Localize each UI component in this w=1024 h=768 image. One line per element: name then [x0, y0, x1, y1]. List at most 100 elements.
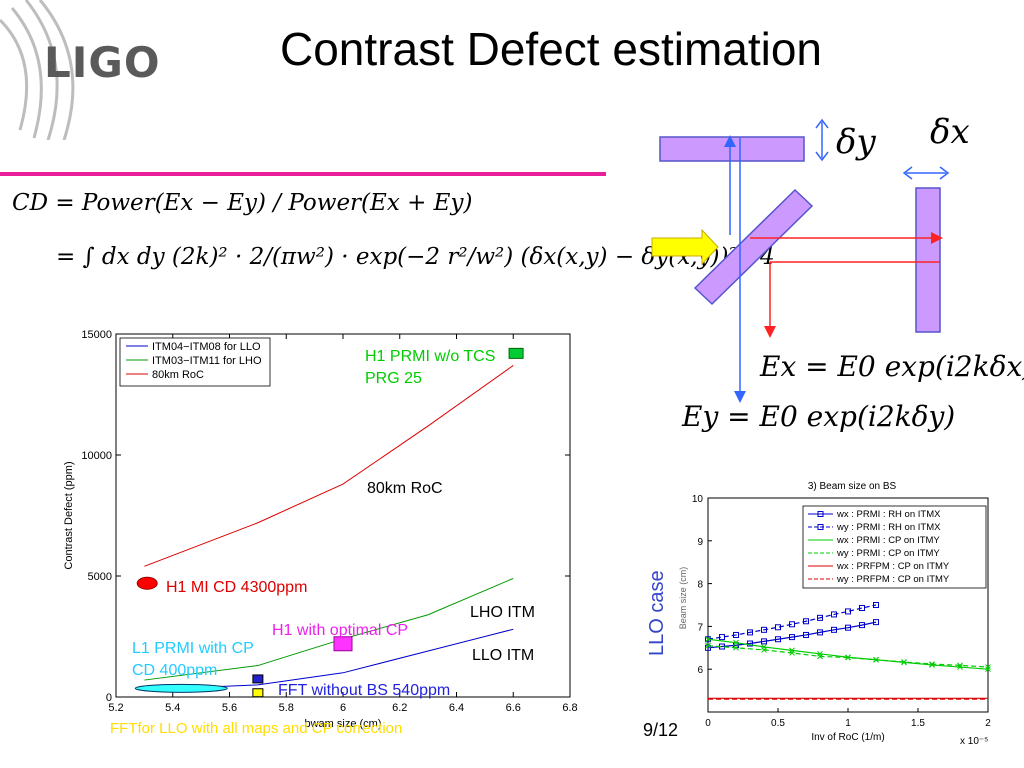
- x-tick-label: 5.6: [222, 702, 237, 714]
- label-cd-400: CD 400ppm: [132, 662, 217, 679]
- label-h1-mi: H1 MI CD 4300ppm: [166, 579, 307, 596]
- contrast-defect-chart: 5.2 5.4 5.6 5.8 6 6.2 6.4 6.6 6.8 0 5000 10000 15000…: [63, 329, 578, 737]
- beam-point: [817, 653, 823, 660]
- legend-entry-2: wy : PRFPM : CP on ITMY: [836, 574, 950, 585]
- beam-point: [817, 614, 823, 621]
- beam-point: [873, 619, 879, 626]
- beam-point: [733, 644, 739, 651]
- label-l1-prmi: L1 PRMI with CP: [132, 640, 254, 657]
- beam-point: [733, 631, 739, 638]
- marker-fft-llo: [252, 688, 264, 698]
- y-tick-label-2: 9: [697, 537, 703, 548]
- marker-h1-prmi: [508, 347, 524, 359]
- label-fft-no-bs: FFT without BS 540ppm: [278, 682, 450, 699]
- legend-entry: ITM03−ITM11 for LHO: [152, 355, 262, 367]
- cd-definition-equation: CD = Power(Ex − Ey) / Power(Ex + Ey): [12, 190, 473, 216]
- beam-point: [957, 662, 963, 669]
- legend-entry-2: wx : PRFPM : CP on ITMY: [836, 561, 950, 572]
- beam-point: [985, 664, 991, 670]
- x-tick-label-2: 0.5: [771, 718, 785, 729]
- y-tick-label: 0: [106, 692, 112, 704]
- beam-point: [817, 650, 823, 657]
- legend-marker-2: [817, 524, 824, 530]
- y-tick-label: 5000: [88, 571, 112, 583]
- beam-point: [817, 629, 823, 636]
- label-fft-llo: FFTfor LLO with all maps and CP correcti…: [110, 720, 402, 737]
- beam-point: [761, 647, 767, 653]
- x-tick-label: 5.8: [279, 702, 294, 714]
- beam-point: [775, 624, 781, 631]
- legend-entry: 80km RoC: [152, 369, 204, 381]
- legend-entry-2: wy : PRMI : RH on ITMX: [836, 522, 941, 533]
- beam-point: [761, 638, 767, 645]
- beam-point: [705, 636, 711, 643]
- ligo-logo: LIGO: [44, 38, 161, 87]
- llo-case-label: LLO case: [646, 570, 668, 656]
- marker-l1-prmi: [134, 683, 228, 693]
- x-tick-label: 6: [340, 702, 346, 714]
- ex-field-equation: Ex = E0 exp(i2kδx): [760, 350, 1024, 383]
- legend: ITM04−ITM08 for LLO ITM03−ITM11 for LHO 80…: [119, 337, 271, 387]
- delta-y-label: δy: [836, 122, 876, 162]
- beam-point: [859, 622, 865, 629]
- y-tick-label-2: 7: [697, 622, 703, 633]
- logo-arcs-icon: [0, 0, 75, 140]
- label-h1-optimal-cp: H1 with optimal CP: [272, 622, 408, 639]
- beam-point: [761, 626, 767, 633]
- beam-point: [789, 647, 795, 654]
- y-tick-label: 10000: [81, 450, 112, 462]
- marker-fft-no-bs: [252, 674, 264, 684]
- annotation-lho-itm: LHO ITM: [470, 604, 535, 621]
- y-tick-label-2: 8: [697, 580, 703, 591]
- chart2-title: 3) Beam size on BS: [808, 481, 897, 492]
- y-end-mirror: [659, 136, 805, 162]
- beam-point: [859, 604, 865, 611]
- beam-point: [845, 654, 851, 661]
- beam-point: [873, 656, 879, 663]
- beam-point: [747, 640, 753, 647]
- llo-case-text: LLO case: [646, 570, 668, 656]
- legend-entry-2: wy : PRMI : CP on ITMY: [836, 548, 940, 559]
- beam-size-chart: 3) Beam size on BS 0 0.5 1 1.5 2 6 7 8 9 10 Inv of …: [678, 481, 991, 747]
- beam-splitter: [693, 188, 814, 306]
- y-axis-label: Contrast Defect (ppm): [63, 461, 75, 569]
- beam-point: [789, 621, 795, 628]
- x-tick-label-2: 1: [845, 718, 851, 729]
- label-prg: PRG 25: [365, 370, 422, 387]
- x-tick-label-2: 2: [985, 718, 991, 729]
- beam-point: [831, 626, 837, 633]
- delta-y-arrow-icon: [815, 118, 829, 162]
- legend-box-2: [802, 505, 987, 589]
- legend-marker-2: [817, 511, 824, 517]
- x-tick-label: 5.2: [108, 702, 123, 714]
- x-tick-label: 6.4: [449, 702, 464, 714]
- beam-point: [929, 662, 935, 668]
- beam-point: [789, 650, 795, 656]
- beam-point: [705, 642, 711, 649]
- beam-series-2: [707, 604, 877, 640]
- x-tick-label-2: 1.5: [911, 718, 925, 729]
- y-axis-label-2: Beam size (cm): [678, 567, 688, 630]
- michelson-schematic: [651, 118, 950, 403]
- x-axis-label: bwam size (cm): [304, 718, 381, 730]
- legend-entry: ITM04−ITM08 for LLO: [152, 341, 261, 353]
- x-tick-label: 6.2: [392, 702, 407, 714]
- beam-point: [831, 611, 837, 618]
- marker-h1-mi: [136, 576, 158, 590]
- beam-point: [733, 639, 739, 646]
- input-beam-arrow-icon: [651, 228, 719, 266]
- page-number: 9/12: [643, 720, 679, 740]
- beam-point: [873, 602, 879, 608]
- beam-point: [803, 631, 809, 638]
- delta-x-label: δx: [930, 112, 970, 152]
- beam-point: [901, 659, 907, 665]
- beam-point: [719, 634, 725, 641]
- series-line-3: [144, 365, 514, 567]
- title-divider: [0, 172, 606, 176]
- x-end-mirror: [915, 187, 941, 333]
- x-axis-label-2: Inv of RoC (1/m): [811, 732, 884, 743]
- beam-series-1: [707, 621, 877, 649]
- x-multiplier: x 10⁻⁵: [960, 736, 988, 747]
- beam-point: [803, 618, 809, 625]
- marker-h1-optimal-cp: [333, 636, 353, 652]
